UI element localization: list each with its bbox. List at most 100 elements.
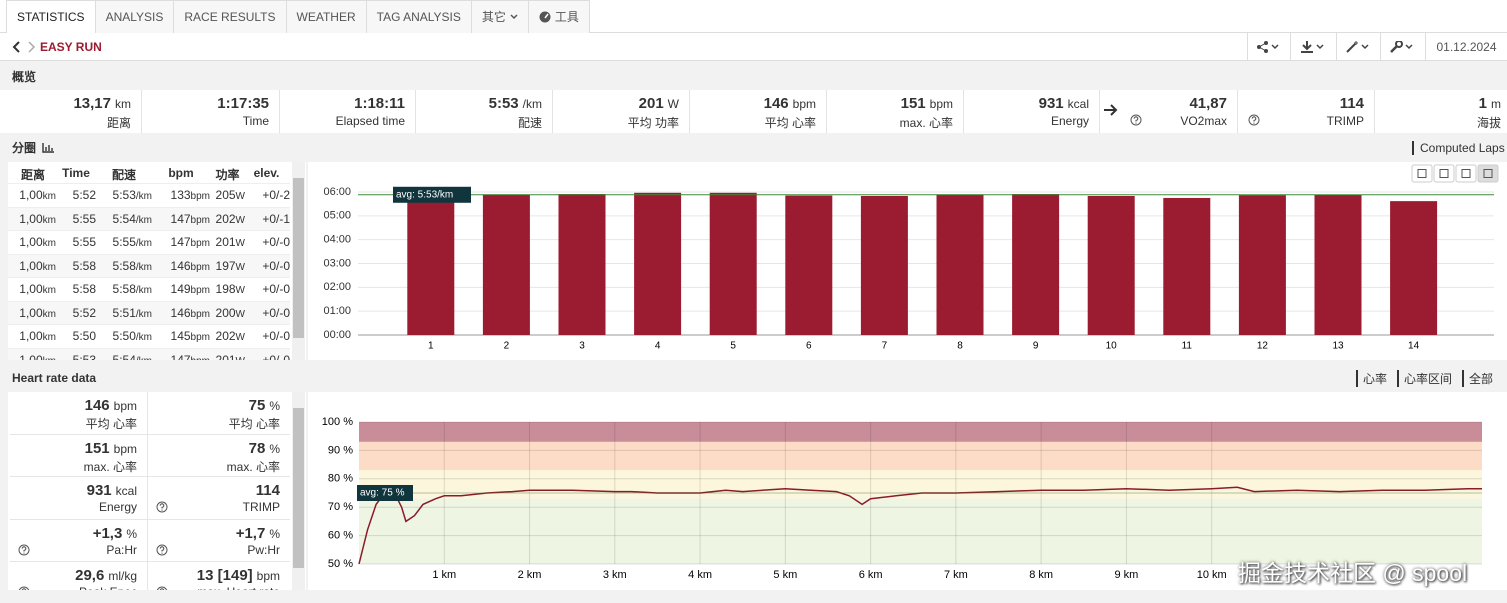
scrollbar-thumb[interactable] — [293, 408, 304, 568]
bar — [1012, 193, 1060, 335]
row-bg — [8, 324, 290, 348]
hr-value-row: 931 kcal — [10, 482, 137, 499]
lap-value: 5:58 — [72, 258, 96, 273]
chart-tool[interactable] — [1455, 164, 1477, 183]
date-text: 01.12.2024 — [1436, 39, 1497, 54]
hr-label: 平均 心率 — [228, 417, 280, 431]
lap-value: 205 — [215, 188, 236, 202]
x-tick-label: 8 km — [1029, 569, 1053, 581]
tab[interactable]: WEATHER — [285, 0, 367, 33]
tab[interactable]: RACE RESULTS — [173, 0, 287, 33]
stat-cell: 13,17 km 距离 — [10, 90, 142, 133]
download-button[interactable] — [1290, 33, 1336, 60]
help-icon[interactable] — [156, 586, 168, 590]
lap-value: 200 — [215, 305, 236, 320]
stat-label: VO2max — [1180, 114, 1227, 128]
lap-value: 5:54 — [112, 211, 136, 226]
hr-control[interactable]: 全部 — [1462, 370, 1493, 387]
lap-value: 5:52 — [72, 188, 96, 202]
tab[interactable]: STATISTICS — [6, 0, 96, 33]
lap-cell: 5:54/km — [96, 353, 152, 361]
lap-unit: bpm — [191, 356, 210, 361]
y-tick-label: 90 % — [328, 444, 353, 456]
help-icon[interactable] — [18, 544, 30, 556]
lap-cell: 5:58 — [56, 259, 96, 273]
lap-cell: +0/-0 — [245, 282, 290, 296]
row-bg — [8, 183, 290, 207]
lap-cell: +0/-0 — [245, 259, 290, 273]
lap-unit: km — [42, 332, 56, 343]
stat-value-row: 201 W — [553, 95, 679, 112]
lap-cell: 198W — [210, 282, 245, 296]
lap-cell: 202W — [210, 212, 245, 226]
chart-tool[interactable] — [1411, 164, 1433, 183]
tab-bar: STATISTICS ANALYSIS RACE RESULTS WEATHER TAG… — [0, 0, 1507, 33]
activity-title: EASY RUN — [40, 40, 102, 54]
x-tick-label: 5 — [730, 341, 736, 352]
tab[interactable]: 工具 — [527, 0, 590, 33]
lap-unit: /km — [135, 238, 152, 249]
hr-unit: bpm — [113, 441, 137, 456]
tab[interactable]: 其它 — [470, 0, 529, 33]
lap-unit: bpm — [190, 308, 210, 320]
tab[interactable]: ANALYSIS — [94, 0, 175, 33]
chart-tool[interactable] — [1477, 164, 1499, 183]
tools-button[interactable] — [1336, 33, 1380, 60]
scrollbar-thumb[interactable] — [293, 178, 304, 338]
lap-value: 5:54 — [112, 352, 136, 361]
help-icon[interactable] — [18, 586, 30, 590]
help-icon[interactable] — [1248, 114, 1260, 126]
hr-control[interactable]: 心率 — [1356, 370, 1387, 387]
help-icon[interactable] — [1130, 114, 1142, 126]
column-header: elev. — [253, 166, 280, 180]
help-circle — [156, 501, 168, 513]
lap-unit: bpm — [190, 332, 210, 343]
tab[interactable]: TAG ANALYSIS — [365, 0, 472, 33]
hr-control[interactable]: 心率区间 — [1397, 370, 1452, 387]
lap-value: +0/-0 — [262, 235, 290, 249]
lap-cell: 1,00km — [10, 188, 56, 202]
stat-value-row: 114 — [1238, 95, 1364, 112]
bar — [1390, 201, 1438, 335]
stat-value: 13,17 — [73, 95, 111, 112]
lap-value: 1,00 — [19, 282, 43, 296]
help-icon[interactable] — [156, 544, 168, 556]
lap-unit: bpm — [190, 285, 210, 296]
lap-unit: /km — [135, 261, 152, 273]
tab-label: 其它 — [481, 10, 506, 24]
share-button[interactable] — [1247, 33, 1290, 60]
hr-value: 75 — [248, 397, 266, 414]
hr-value-row: 29,6 ml/kg — [10, 567, 137, 584]
lap-cell: 1,00km — [10, 212, 56, 226]
stat-value: 1:17:35 — [217, 95, 269, 112]
y-tick-label: 50 % — [328, 558, 353, 570]
hr-value: 78 — [248, 439, 266, 457]
hr-value: 13 [149] — [196, 567, 253, 584]
lap-value: 1,00 — [19, 352, 43, 361]
nav-arrows[interactable] — [12, 41, 38, 53]
lap-value: 201 — [215, 235, 236, 249]
chart-icon[interactable] — [42, 143, 55, 153]
lap-cell: 5:52 — [56, 188, 96, 202]
computed-laps[interactable]: Computed Laps — [1412, 141, 1505, 155]
gauge-icon — [539, 11, 551, 23]
lap-value: 5:55 — [112, 235, 136, 249]
stat-label: TRIMP — [1326, 114, 1364, 128]
x-tick-label: 6 km — [859, 569, 883, 581]
lap-value: 5:53 — [112, 188, 136, 202]
settings-button[interactable] — [1380, 33, 1425, 60]
hr-cell: 78% max. 心率 — [148, 435, 290, 477]
y-tick-label: 100 % — [322, 416, 353, 428]
help-glyph — [159, 588, 165, 590]
stat-label: 距离 — [106, 116, 131, 130]
hr-cell: 114 TRIMP — [148, 477, 290, 520]
stat-cell: 151 bpm max. 心率 — [827, 90, 964, 133]
lap-cell: 197W — [210, 259, 245, 273]
tab-label: RACE RESULTS — [184, 10, 276, 24]
stat-value-row: 13,17 km — [10, 95, 131, 112]
hr-zone — [359, 470, 1482, 499]
help-icon[interactable] — [156, 501, 168, 513]
help-circle — [156, 586, 168, 590]
chart-tool[interactable] — [1433, 164, 1455, 183]
